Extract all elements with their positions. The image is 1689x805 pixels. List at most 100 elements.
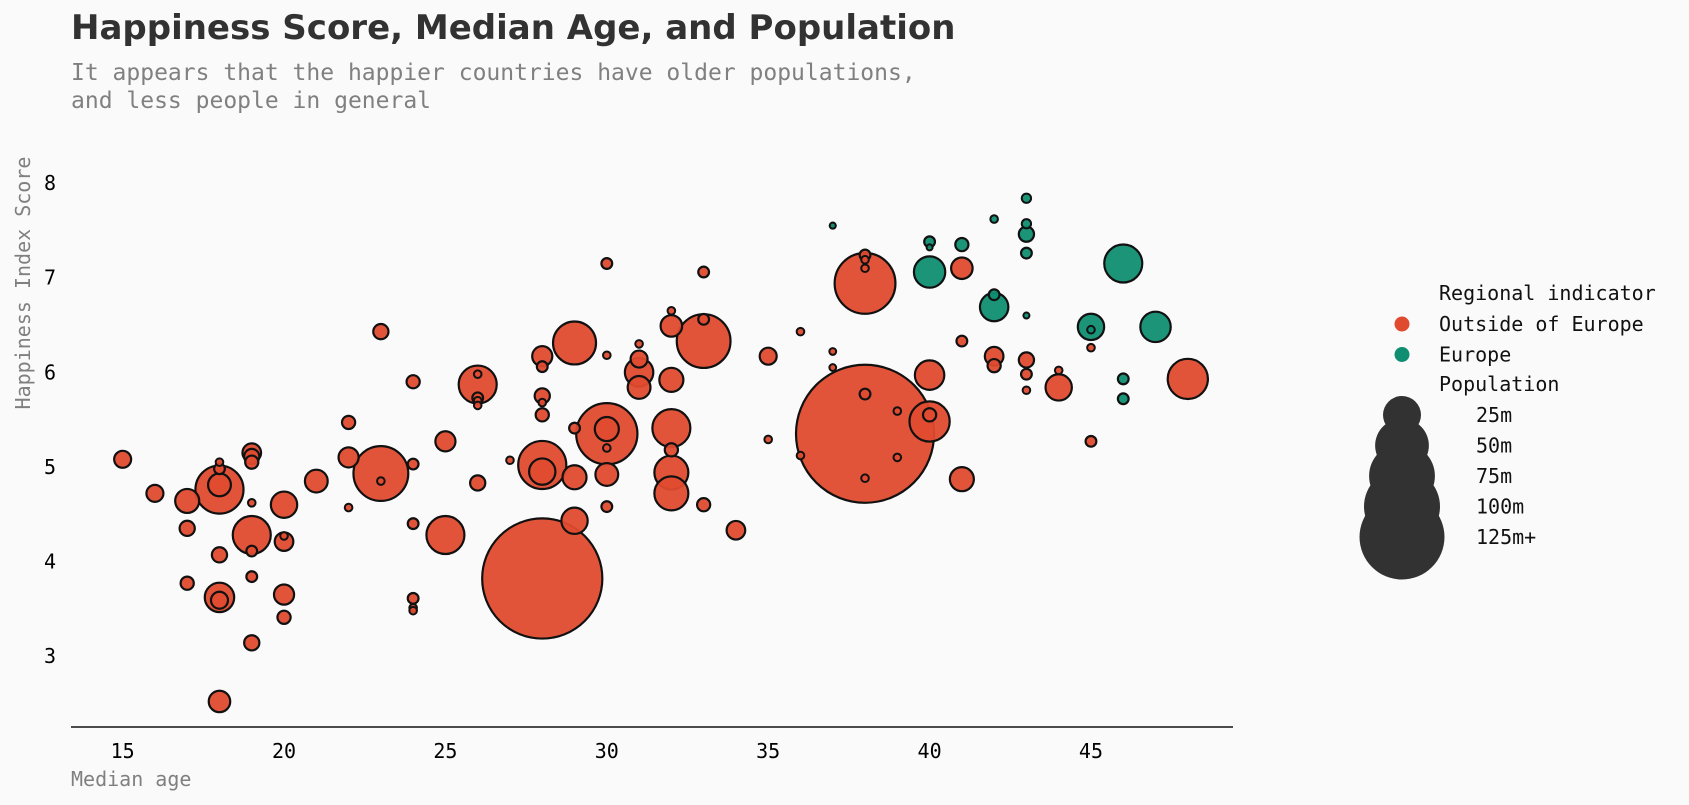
bubble-outside-europe xyxy=(950,256,974,281)
bubble-outside-europe xyxy=(695,497,712,513)
bubble-outside-europe xyxy=(209,590,230,610)
legend-size-label: 100m xyxy=(1476,495,1524,519)
legend-label-europe: Europe xyxy=(1439,343,1511,367)
bubble-outside-europe xyxy=(763,434,774,445)
bubble-outside-europe xyxy=(469,474,487,492)
bubble-outside-europe xyxy=(534,407,550,423)
bubble-outside-europe xyxy=(921,407,938,423)
bubble-outside-europe xyxy=(113,449,133,469)
bubble-outside-europe xyxy=(243,634,261,652)
bubble-outside-europe xyxy=(1019,367,1033,381)
bubble-europe xyxy=(1139,310,1172,344)
bubble-outside-europe xyxy=(658,366,685,393)
bubble-outside-europe xyxy=(1166,357,1210,401)
bubble-outside-europe xyxy=(758,346,778,366)
bubble-outside-europe xyxy=(860,254,870,265)
y-tick-label: 6 xyxy=(44,360,56,384)
y-tick-label: 8 xyxy=(44,171,56,195)
bubble-outside-europe xyxy=(1017,351,1036,369)
legend-size-label: 125m+ xyxy=(1476,525,1536,549)
bubble-outside-europe xyxy=(178,519,196,538)
chart-title: Happiness Score, Median Age, and Populat… xyxy=(71,8,956,48)
bubble-outside-europe xyxy=(207,689,232,714)
bubble-europe xyxy=(1022,311,1031,320)
bubble-outside-europe xyxy=(1053,365,1064,376)
bubble-outside-europe xyxy=(406,517,420,531)
bubble-outside-europe xyxy=(568,421,582,435)
bubble-outside-europe xyxy=(653,475,690,512)
bubble-europe xyxy=(1019,246,1033,260)
bubble-outside-europe xyxy=(406,457,420,471)
bubble-europe xyxy=(912,255,947,289)
bubble-outside-europe xyxy=(206,472,232,498)
bubble-outside-europe xyxy=(828,363,838,372)
bubble-outside-europe xyxy=(245,544,259,558)
bubbles-layer xyxy=(113,192,1210,714)
bubble-outside-europe xyxy=(860,263,870,274)
bubble-europe xyxy=(1116,392,1130,406)
chart-subtitle-line-1: It appears that the happier countries ha… xyxy=(71,60,916,86)
x-tick-label: 30 xyxy=(595,739,619,763)
legend-marker-europe xyxy=(1394,347,1410,362)
bubble-outside-europe xyxy=(697,312,711,326)
bubble-outside-europe xyxy=(244,454,260,470)
bubble-outside-europe xyxy=(472,369,483,379)
bubble-outside-europe xyxy=(405,374,421,390)
legend-color-title: Regional indicator xyxy=(1439,281,1656,305)
bubble-outside-europe xyxy=(828,347,838,356)
bubble-outside-europe xyxy=(276,609,292,625)
bubble-outside-europe xyxy=(246,498,257,508)
x-axis-title: Median age xyxy=(71,767,191,791)
bubble-europe xyxy=(987,288,1001,302)
bubble-outside-europe xyxy=(145,483,165,503)
y-axis-title: Happiness Index Score xyxy=(11,157,35,410)
bubble-europe xyxy=(989,214,999,224)
legend-label-outside-europe: Outside of Europe xyxy=(1439,312,1644,336)
bubble-outside-europe xyxy=(629,349,649,369)
y-axis-ticks: 3 4 5 6 7 8 xyxy=(44,171,56,668)
bubble-outside-europe xyxy=(551,320,598,366)
bubble-outside-europe xyxy=(505,455,515,466)
bubble-europe xyxy=(954,236,970,253)
bubble-outside-europe xyxy=(337,446,360,469)
bubble-outside-europe xyxy=(725,519,747,541)
bubble-outside-europe xyxy=(352,444,410,503)
legend: Regional indicator Outside of Europe Europ… xyxy=(1359,281,1656,580)
bubble-outside-europe xyxy=(174,487,201,515)
x-tick-label: 40 xyxy=(918,739,942,763)
bubble-outside-europe xyxy=(860,473,870,484)
bubble-outside-europe xyxy=(659,314,684,338)
y-tick-label: 5 xyxy=(44,455,56,479)
bubble-outside-europe xyxy=(560,506,589,536)
legend-size-label: 25m xyxy=(1476,403,1512,427)
bubble-outside-europe xyxy=(600,500,614,514)
y-tick-label: 7 xyxy=(44,266,56,290)
bubble-europe xyxy=(1103,243,1144,284)
bubble-europe xyxy=(925,243,934,252)
bubble-outside-europe xyxy=(892,406,903,416)
bubble-outside-europe xyxy=(626,374,652,400)
bubble-outside-europe xyxy=(651,407,692,449)
bubble-outside-europe xyxy=(434,430,457,453)
x-axis-ticks: 15 20 25 30 35 40 45 xyxy=(111,739,1103,763)
bubble-outside-europe xyxy=(537,397,548,408)
bubble-outside-europe xyxy=(948,466,975,493)
bubble-outside-europe xyxy=(179,575,195,591)
bubble-outside-europe xyxy=(594,461,620,487)
bubble-outside-europe xyxy=(666,306,677,316)
bubble-outside-europe xyxy=(408,605,418,616)
bubble-outside-europe xyxy=(795,326,806,337)
bubble-outside-europe xyxy=(535,360,549,374)
bubble-europe xyxy=(1086,324,1096,335)
bubble-outside-europe xyxy=(279,531,289,541)
x-tick-label: 35 xyxy=(756,739,780,763)
bubble-outside-europe xyxy=(272,583,296,606)
bubble-outside-europe xyxy=(1044,373,1073,402)
bubble-outside-europe xyxy=(602,443,612,453)
chart-subtitle-line-2: and less people in general xyxy=(71,88,432,114)
bubble-outside-europe xyxy=(340,414,357,431)
legend-size-label: 75m xyxy=(1476,464,1512,488)
bubble-outside-europe xyxy=(986,357,1002,374)
bubble-outside-europe xyxy=(406,591,420,605)
bubble-europe xyxy=(1020,218,1033,230)
